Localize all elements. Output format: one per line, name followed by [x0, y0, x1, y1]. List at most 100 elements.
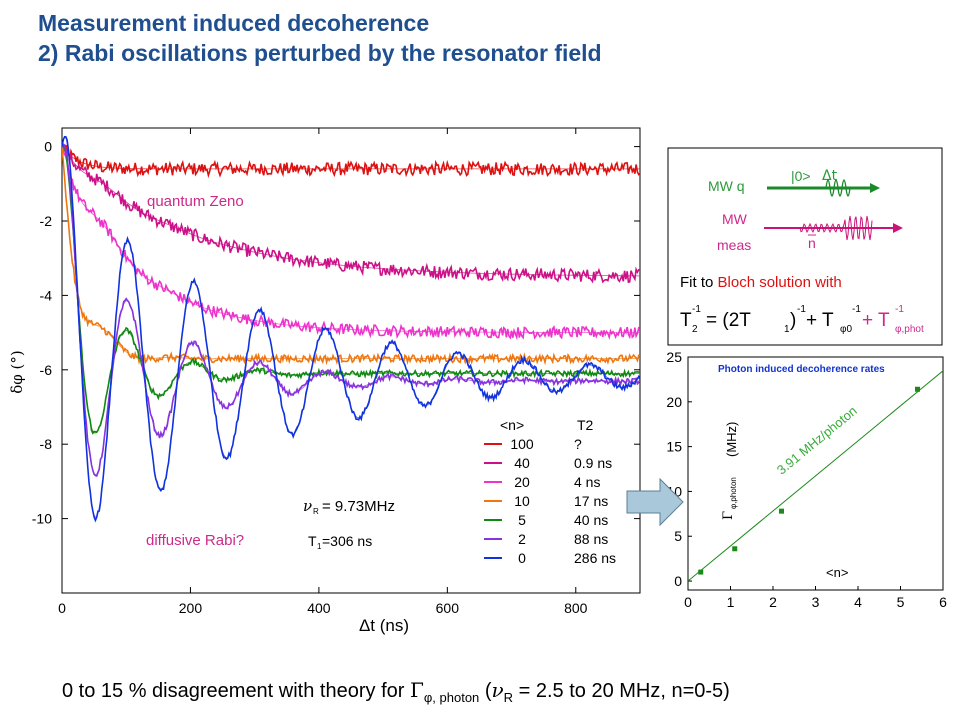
- caption-prefix: 0 to 15 % disagreement with theory for: [62, 680, 410, 702]
- legend-t2-value: 4 ns: [574, 474, 600, 490]
- rates-xtick-label: 5: [897, 594, 905, 610]
- eq-sub-2: 2: [692, 324, 698, 335]
- slide-title-line1: Measurement induced decoherence: [38, 10, 430, 36]
- fit-text-highlight: Bloch solution with: [718, 274, 842, 291]
- main-ytick-label: -6: [40, 362, 53, 378]
- legend-n-value: 5: [518, 512, 526, 528]
- data-series-n100: [62, 144, 640, 179]
- main-ytick-label: -2: [40, 213, 53, 229]
- rates-ytick-label: 0: [674, 573, 682, 589]
- eq-inv-4: -1: [895, 304, 904, 315]
- data-series-n5: [62, 144, 640, 435]
- annotation-nu-symbol: ν: [303, 497, 312, 515]
- annotation-nu-value: = 9.73MHz: [322, 498, 395, 515]
- inset-nbar: n: [808, 235, 816, 251]
- eq-sub-1: 1: [784, 324, 790, 335]
- caption-suffix: = 2.5 to 20 MHz, n=0-5): [513, 680, 730, 702]
- mw-meas-arrowhead: [893, 223, 903, 233]
- annotation-nu-sub: R: [313, 507, 319, 516]
- legend-t2-value: ?: [574, 436, 582, 452]
- fit-text-prefix: Fit to: [680, 274, 718, 291]
- annotation-t1-value: =306 ns: [322, 533, 372, 549]
- main-xtick-label: 200: [179, 600, 203, 616]
- rates-data-point: [915, 386, 920, 392]
- rates-xtick-label: 4: [854, 594, 862, 610]
- rates-xtick-label: 1: [727, 594, 735, 610]
- rates-xtick-label: 2: [769, 594, 777, 610]
- legend-n-value: 20: [514, 474, 530, 490]
- legend-t2-value: 17 ns: [574, 493, 608, 509]
- main-xtick-label: 600: [436, 600, 460, 616]
- rates-ylabel-sub: φ,photon: [729, 477, 738, 509]
- caption-nu: ν: [491, 678, 504, 702]
- rates-ytick-label: 25: [666, 349, 682, 365]
- rates-data-point: [732, 546, 738, 552]
- legend-header-n: <n>: [500, 417, 524, 433]
- legend-t2-value: 0.9 ns: [574, 455, 612, 471]
- legend-n-value: 2: [518, 531, 526, 547]
- main-xtick-label: 800: [564, 600, 588, 616]
- rates-data-point: [698, 569, 704, 575]
- main-xtick-label: 400: [307, 600, 331, 616]
- eq-inv-1: -1: [692, 304, 701, 315]
- rates-ytick-label: 15: [666, 439, 682, 455]
- rates-data-point: [779, 508, 784, 514]
- rates-xlabel: <n>: [826, 565, 848, 580]
- main-ytick-label: -4: [40, 287, 53, 303]
- inset-mw-q: MW q: [708, 178, 745, 194]
- eq-inv-3: -1: [852, 304, 861, 315]
- data-series-n0: [62, 135, 640, 523]
- main-ytick-label: -10: [32, 511, 52, 527]
- mw-q-pulse: [825, 179, 851, 197]
- legend-t2-value: 286 ns: [574, 550, 616, 566]
- data-series-n20: [62, 146, 640, 341]
- caption-open-paren: (: [479, 680, 492, 702]
- legend-t2-value: 88 ns: [574, 531, 608, 547]
- eq-sub-phi0: φ0: [840, 324, 852, 335]
- main-ytick-label: -8: [40, 436, 53, 452]
- inset-mw-meas-1: MW: [722, 211, 748, 227]
- legend-n-value: 100: [510, 436, 534, 452]
- eq-open: = (2T: [706, 310, 751, 331]
- legend-n-value: 10: [514, 493, 530, 509]
- caption-nu-sub: R: [503, 690, 514, 705]
- rates-ylabel: Γ φ,photon (MHz): [721, 422, 739, 520]
- annotation-diffusive-rabi: diffusive Rabi?: [146, 532, 244, 549]
- slide-title-line2: 2) Rabi oscillations perturbed by the re…: [38, 40, 602, 66]
- legend-n-value: 0: [518, 550, 526, 566]
- block-arrow: [626, 477, 684, 527]
- inset-delta-t: Δt: [822, 168, 838, 184]
- rates-xtick-label: 3: [812, 594, 820, 610]
- eq-t2: T: [680, 310, 692, 331]
- main-xtick-label: 0: [58, 600, 66, 616]
- caption-gamma: Γ: [409, 678, 424, 702]
- mw-q-arrowhead: [870, 183, 880, 193]
- main-ylabel: δφ (°): [8, 350, 26, 394]
- annotation-t1-label: T: [308, 533, 317, 549]
- inset-fit-text: Fit to Bloch solution with: [680, 274, 842, 291]
- legend-n-value: 40: [514, 455, 530, 471]
- data-series-n40: [62, 146, 640, 284]
- mw-meas-wave: [799, 215, 873, 241]
- eq-sub-phiphot: φ,phot: [895, 324, 924, 335]
- inset-ket0: |0>: [791, 168, 811, 184]
- inset-panel: MW q |0> Δt MW meas n Fit to Bloch solut…: [667, 147, 943, 346]
- eq-close: ): [790, 310, 796, 331]
- eq-inv-2: -1: [797, 304, 806, 315]
- rates-xtick-label: 0: [684, 594, 692, 610]
- data-series-n2: [62, 143, 640, 477]
- data-series-n10: [62, 146, 640, 366]
- annotation-t1-sub: 1: [317, 542, 322, 551]
- legend-header-t2: T2: [577, 417, 594, 433]
- eq-plus-t2: + T: [862, 310, 890, 331]
- inset-mw-meas-2: meas: [717, 237, 751, 253]
- caption-gamma-sub: φ, photon: [423, 690, 480, 705]
- legend-t2-value: 40 ns: [574, 512, 608, 528]
- main-ytick-label: 0: [44, 139, 52, 155]
- rates-ylabel-unit: (MHz): [724, 422, 739, 457]
- rates-xtick-label: 6: [939, 594, 947, 610]
